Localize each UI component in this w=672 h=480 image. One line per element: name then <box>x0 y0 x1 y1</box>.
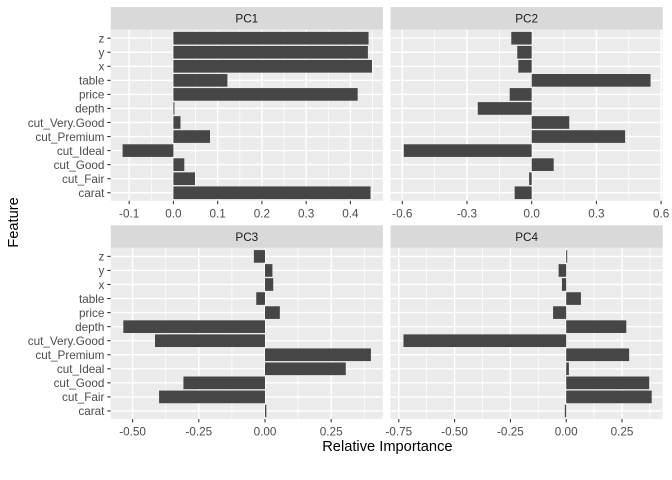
svg-text:cut_Good: cut_Good <box>54 159 105 172</box>
svg-text:-0.50: -0.50 <box>441 426 468 439</box>
svg-text:cut_Good: cut_Good <box>54 377 105 390</box>
svg-text:cut_Ideal: cut_Ideal <box>57 145 105 158</box>
svg-text:-0.1: -0.1 <box>119 207 139 220</box>
svg-text:PC2: PC2 <box>515 13 538 26</box>
svg-text:table: table <box>79 293 104 306</box>
svg-text:cut_Premium: cut_Premium <box>35 349 104 362</box>
svg-text:price: price <box>79 307 104 320</box>
svg-text:z: z <box>99 251 105 264</box>
svg-text:0.0: 0.0 <box>524 207 541 220</box>
svg-text:cut_Very.Good: cut_Very.Good <box>28 117 105 130</box>
svg-text:0.2: 0.2 <box>254 207 270 220</box>
svg-text:x: x <box>99 279 105 292</box>
svg-text:x: x <box>99 61 105 74</box>
svg-text:0.25: 0.25 <box>320 426 343 439</box>
svg-text:depth: depth <box>75 321 104 334</box>
svg-text:PC4: PC4 <box>515 231 538 244</box>
svg-text:-0.6: -0.6 <box>392 207 412 220</box>
svg-text:z: z <box>99 32 105 45</box>
svg-text:price: price <box>79 89 104 102</box>
svg-text:cut_Very.Good: cut_Very.Good <box>28 335 105 348</box>
svg-text:PC1: PC1 <box>235 13 258 26</box>
svg-text:table: table <box>79 75 104 88</box>
svg-text:cut_Fair: cut_Fair <box>62 391 104 404</box>
svg-text:cut_Fair: cut_Fair <box>62 173 104 186</box>
svg-text:y: y <box>99 47 105 60</box>
svg-text:Feature: Feature <box>6 197 22 248</box>
svg-text:0.3: 0.3 <box>588 207 604 220</box>
svg-text:0.00: 0.00 <box>555 426 578 439</box>
svg-text:PC3: PC3 <box>235 231 258 244</box>
svg-text:0.6: 0.6 <box>653 207 669 220</box>
svg-text:carat: carat <box>78 187 105 200</box>
svg-text:-0.75: -0.75 <box>385 426 412 439</box>
svg-text:cut_Ideal: cut_Ideal <box>57 363 105 376</box>
svg-text:0.3: 0.3 <box>298 207 314 220</box>
svg-text:y: y <box>99 265 105 278</box>
svg-text:-0.3: -0.3 <box>457 207 477 220</box>
svg-text:Relative Importance: Relative Importance <box>322 439 452 455</box>
svg-text:-0.50: -0.50 <box>119 426 146 439</box>
svg-text:-0.25: -0.25 <box>497 426 524 439</box>
svg-text:0.4: 0.4 <box>342 207 359 220</box>
svg-text:0.25: 0.25 <box>611 426 634 439</box>
svg-text:0.0: 0.0 <box>165 207 182 220</box>
svg-text:0.00: 0.00 <box>254 426 277 439</box>
svg-text:carat: carat <box>78 405 105 418</box>
svg-text:-0.25: -0.25 <box>185 426 212 439</box>
svg-text:cut_Premium: cut_Premium <box>35 131 104 144</box>
svg-text:0.1: 0.1 <box>210 207 226 220</box>
svg-text:depth: depth <box>75 103 104 116</box>
